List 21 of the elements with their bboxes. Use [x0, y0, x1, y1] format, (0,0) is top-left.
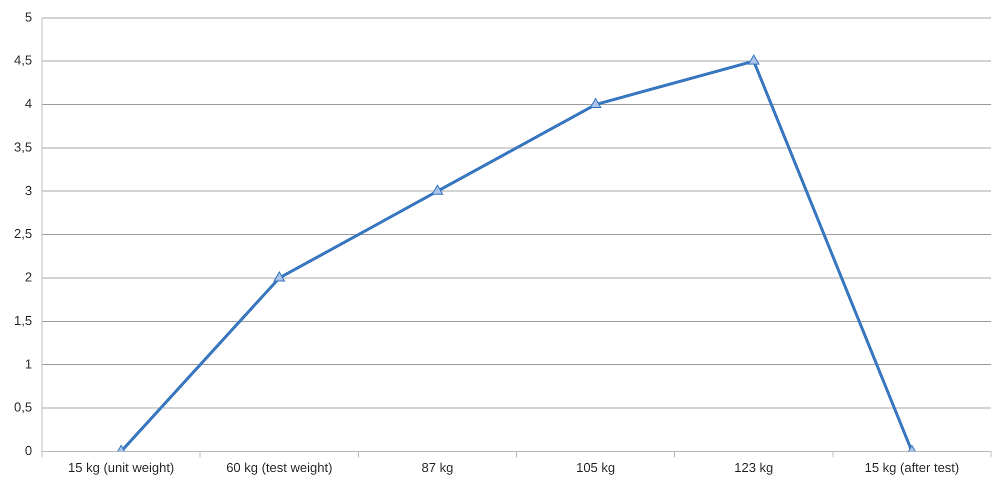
y-tick-label: 1: [24, 356, 32, 372]
x-tick-label: 60 kg (test weight): [226, 460, 332, 475]
y-tick-label: 2,5: [14, 226, 32, 242]
y-tick-label: 5: [24, 9, 32, 24]
y-tick-label: 0,5: [14, 400, 32, 415]
x-tick-label: 105 kg: [576, 460, 616, 475]
y-tick-label: 2: [24, 270, 32, 285]
point: [432, 184, 444, 195]
point: [590, 98, 602, 108]
x-tick-label: 123 kg: [734, 460, 774, 475]
y-tick-label: 4: [24, 96, 32, 112]
point: [274, 271, 285, 282]
y-tick-label: 0: [24, 442, 32, 458]
x-tick-label: 87 kg: [422, 460, 454, 475]
x-tick-label: 15 kg (unit weight): [68, 460, 174, 475]
y-tick-label: 3: [24, 182, 32, 198]
x-tick-label: 15 kg (after test): [864, 460, 960, 475]
y-tick-label: 3,5: [14, 139, 32, 154]
point: [748, 54, 760, 65]
y-tick-label: 1,5: [14, 312, 32, 328]
y-tick-label: 4,5: [14, 52, 32, 68]
